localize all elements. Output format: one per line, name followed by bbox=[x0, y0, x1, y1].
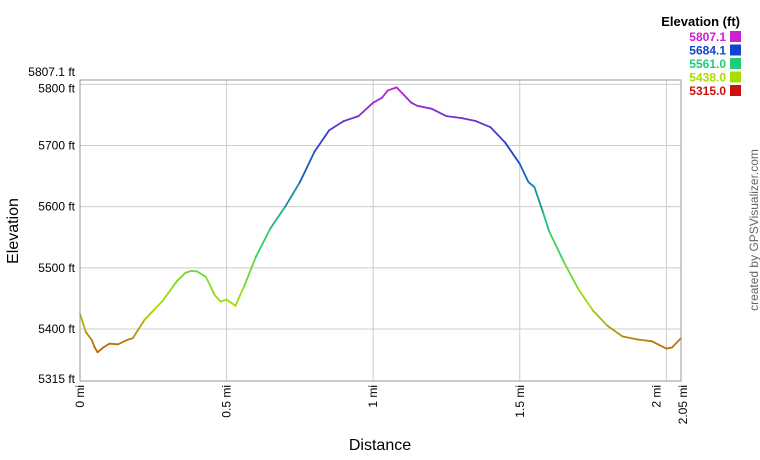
x-tick-label: 2 mi bbox=[649, 385, 663, 408]
elevation-segment bbox=[474, 120, 492, 129]
y-tick-label: 5315 ft bbox=[38, 372, 75, 386]
elevation-segment bbox=[606, 325, 624, 338]
elevation-segment bbox=[234, 285, 246, 307]
legend-value: 5315.0 bbox=[689, 84, 726, 98]
legend-value: 5438.0 bbox=[689, 71, 726, 85]
y-tick-label: 5800 ft bbox=[38, 81, 75, 95]
elevation-segment bbox=[269, 205, 287, 229]
elevation-segment bbox=[93, 346, 99, 354]
x-tick-labels: 0 mi 0.5 mi 1 mi 1.5 mi 2 mi 2.05 mi bbox=[73, 385, 690, 424]
elevation-segment bbox=[533, 186, 545, 214]
elevation-segment bbox=[213, 294, 222, 303]
legend-swatch bbox=[730, 71, 741, 83]
elevation-segment bbox=[372, 96, 383, 104]
elevation-segment bbox=[243, 255, 257, 288]
x-tick-label: 0 mi bbox=[73, 385, 87, 408]
elevation-segment bbox=[143, 309, 155, 321]
plot-frame bbox=[79, 79, 682, 382]
elevation-segment bbox=[518, 162, 530, 184]
legend-value: 5561.0 bbox=[689, 57, 726, 71]
legend-swatch bbox=[730, 85, 741, 96]
legend-value: 5807.1 bbox=[689, 30, 726, 44]
elevation-segment bbox=[84, 331, 93, 341]
elevation-segment bbox=[562, 260, 580, 291]
elevation-segment bbox=[636, 338, 653, 343]
elevation-segment bbox=[161, 292, 169, 303]
x-tick-label: 0.5 mi bbox=[220, 385, 234, 418]
elevation-segment bbox=[445, 115, 463, 119]
elevation-segment bbox=[489, 126, 506, 144]
elevation-segment bbox=[196, 270, 207, 278]
elevation-segment bbox=[430, 107, 448, 118]
legend-swatch bbox=[730, 58, 741, 69]
elevation-segment bbox=[184, 270, 193, 274]
credit-text: created by GPSVisualizer.com bbox=[747, 149, 760, 311]
elevation-segment bbox=[395, 86, 404, 95]
legend-title: Elevation (ft) bbox=[661, 14, 740, 29]
y-tick-label: 5500 ft bbox=[38, 261, 75, 275]
elevation-segment bbox=[671, 337, 682, 349]
elevation-segment bbox=[577, 288, 594, 312]
elevation-segment bbox=[342, 115, 360, 122]
elevation-segment bbox=[357, 101, 375, 118]
elevation-segment bbox=[621, 335, 638, 341]
elevation-segment bbox=[137, 318, 146, 330]
elevation-segment bbox=[219, 298, 228, 303]
x-tick-label: 2.05 mi bbox=[676, 385, 690, 424]
legend-swatch bbox=[730, 44, 741, 56]
elevation-segment bbox=[167, 280, 178, 295]
elevation-segment bbox=[548, 230, 565, 263]
elevation-segment bbox=[401, 92, 413, 104]
elevation-segment bbox=[190, 270, 199, 273]
elevation-segment bbox=[410, 101, 419, 107]
elevation-segment bbox=[102, 342, 111, 349]
elevation-segment bbox=[650, 340, 668, 350]
elevation-segment bbox=[126, 337, 134, 341]
elevation-segment bbox=[175, 271, 187, 283]
y-tick-labels: 5315 ft 5400 ft 5500 ft 5600 ft 5700 ft 5800 … bbox=[28, 65, 75, 386]
elevation-segment bbox=[381, 89, 389, 99]
elevation-segment bbox=[386, 86, 398, 92]
legend-value: 5684.1 bbox=[689, 44, 726, 58]
elevation-segment bbox=[96, 346, 105, 354]
elevation-segment bbox=[592, 309, 609, 327]
y-tick-label: 5700 ft bbox=[38, 139, 75, 153]
elevation-segment bbox=[117, 339, 128, 346]
y-axis-title: Elevation bbox=[5, 198, 22, 264]
elevation-segment bbox=[131, 328, 140, 340]
elevation-line-group bbox=[79, 86, 682, 354]
elevation-segment bbox=[542, 211, 550, 233]
elevation-segment bbox=[298, 150, 316, 184]
elevation-segment bbox=[90, 339, 96, 349]
plot-background bbox=[80, 80, 681, 381]
elevation-segment bbox=[527, 181, 536, 189]
elevation-segment bbox=[255, 227, 272, 258]
elevation-segment bbox=[79, 312, 87, 333]
x-tick-label: 1 mi bbox=[366, 385, 380, 408]
elevation-segment bbox=[225, 298, 237, 307]
legend-swatch bbox=[730, 31, 741, 42]
y-tick-label: 5600 ft bbox=[38, 200, 75, 214]
y-tick-label: 5400 ft bbox=[38, 322, 75, 336]
y-tick-label: 5807.1 ft bbox=[28, 65, 75, 79]
elevation-segment bbox=[328, 120, 345, 132]
elevation-segment bbox=[416, 104, 433, 110]
x-tick-label: 1.5 mi bbox=[513, 385, 527, 418]
elevation-segment bbox=[205, 276, 216, 297]
x-axis-title: Distance bbox=[349, 437, 411, 454]
elevation-segment bbox=[284, 181, 301, 208]
elevation-segment bbox=[313, 129, 331, 153]
elevation-segment bbox=[152, 300, 163, 312]
elevation-segment bbox=[460, 117, 477, 122]
legend: Elevation (ft) 5807.15684.15561.05438.05… bbox=[661, 14, 741, 98]
grid-lines bbox=[80, 80, 681, 381]
elevation-segment bbox=[504, 141, 521, 165]
elevation-segment bbox=[665, 346, 674, 350]
elevation-segment bbox=[108, 342, 120, 346]
